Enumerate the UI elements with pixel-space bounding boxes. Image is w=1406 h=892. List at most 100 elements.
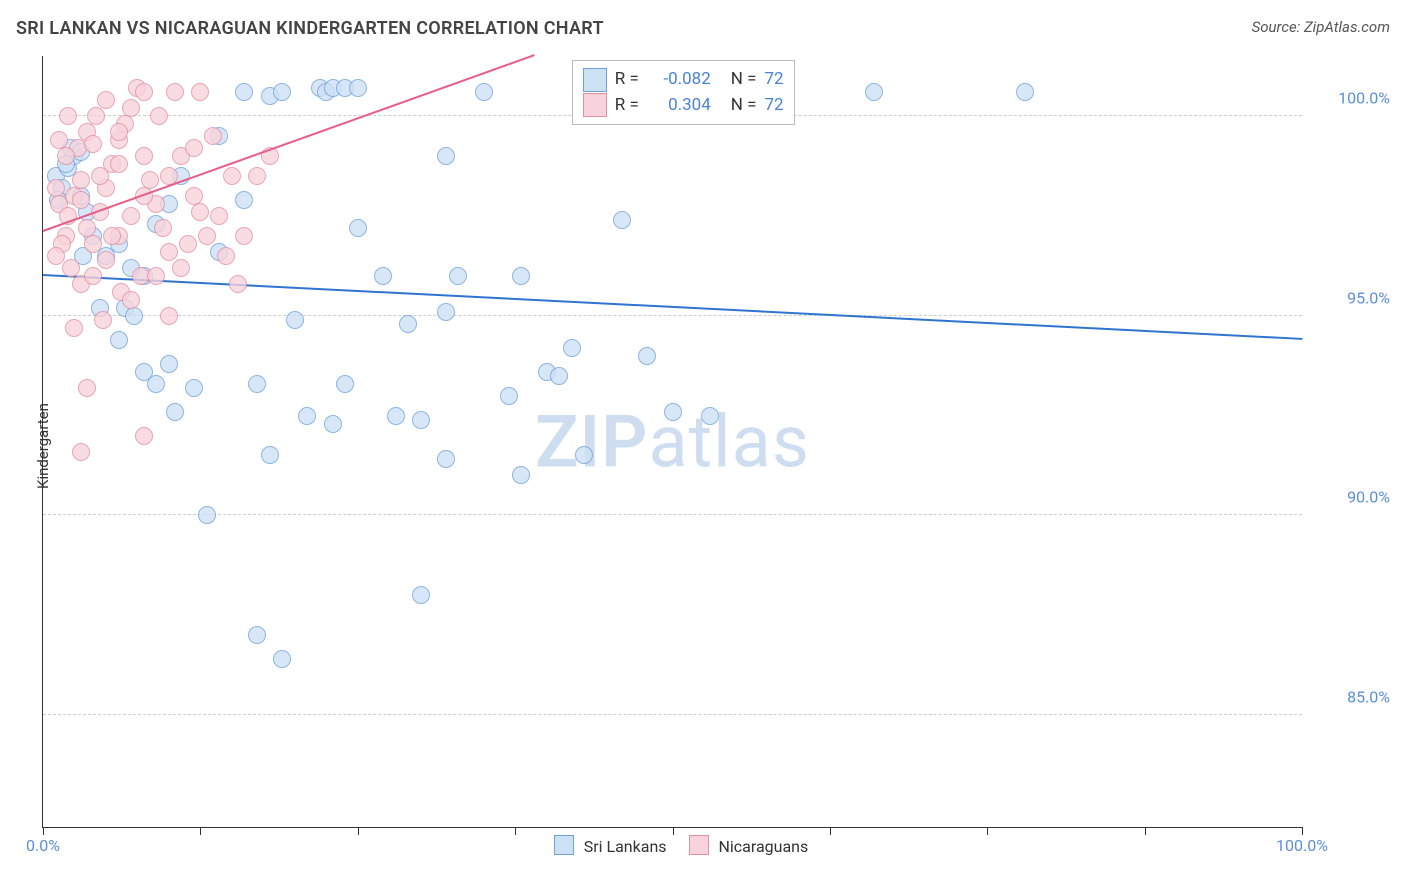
scatter-point	[223, 167, 241, 185]
x-tick	[830, 827, 831, 835]
stats-r-label: R =	[615, 93, 639, 119]
legend-label-sri-lankans: Sri Lankans	[584, 837, 667, 856]
scatter-point	[324, 415, 342, 433]
scatter-point	[248, 167, 266, 185]
scatter-point	[135, 147, 153, 165]
scatter-point	[72, 443, 90, 461]
scatter-point	[84, 135, 102, 153]
scatter-point	[235, 83, 253, 101]
scatter-point	[166, 83, 184, 101]
scatter-point	[97, 251, 115, 269]
scatter-point	[512, 267, 530, 285]
scatter-point	[248, 375, 266, 393]
stats-r-label: R =	[615, 67, 639, 93]
gridline	[43, 714, 1302, 715]
y-tick-label: 85.0%	[1347, 688, 1390, 707]
scatter-point	[97, 91, 115, 109]
x-tick	[515, 827, 516, 835]
scatter-point	[160, 243, 178, 261]
scatter-point	[298, 407, 316, 425]
scatter-point	[50, 131, 68, 149]
gridline	[43, 315, 1302, 316]
scatter-point	[349, 79, 367, 97]
scatter-point	[91, 167, 109, 185]
scatter-point	[84, 267, 102, 285]
scatter-point	[387, 407, 405, 425]
scatter-point	[248, 626, 266, 644]
scatter-point	[172, 259, 190, 277]
scatter-point	[160, 307, 178, 325]
scatter-point	[449, 267, 467, 285]
scatter-point	[110, 155, 128, 173]
scatter-point	[638, 347, 656, 365]
scatter-point	[286, 311, 304, 329]
scatter-point	[210, 207, 228, 225]
scatter-point	[94, 311, 112, 329]
chart-container: ZIPatlas 0.0%100.0%R =-0.082N =72R =0.30…	[42, 56, 1402, 852]
source-label: Source: ZipAtlas.com	[1252, 18, 1390, 36]
scatter-point	[185, 379, 203, 397]
scatter-point	[336, 375, 354, 393]
scatter-point	[78, 379, 96, 397]
scatter-point	[437, 450, 455, 468]
scatter-point	[135, 83, 153, 101]
scatter-point	[122, 207, 140, 225]
stats-row: R =-0.082N =72	[583, 67, 784, 93]
scatter-point	[575, 446, 593, 464]
scatter-point	[1016, 83, 1034, 101]
x-tick	[200, 827, 201, 835]
y-tick-label: 100.0%	[1338, 88, 1390, 107]
legend-swatch-nicaraguans	[689, 835, 709, 855]
scatter-point	[701, 407, 719, 425]
scatter-point	[191, 83, 209, 101]
scatter-point	[273, 83, 291, 101]
gridline	[43, 514, 1302, 515]
scatter-point	[437, 147, 455, 165]
scatter-point	[154, 219, 172, 237]
scatter-point	[412, 411, 430, 429]
scatter-point	[399, 315, 417, 333]
x-tick	[1145, 827, 1146, 835]
scatter-point	[412, 586, 430, 604]
scatter-point	[865, 83, 883, 101]
scatter-point	[273, 650, 291, 668]
scatter-point	[147, 267, 165, 285]
x-tick	[358, 827, 359, 835]
scatter-point	[110, 331, 128, 349]
scatter-point	[87, 107, 105, 125]
scatter-point	[550, 367, 568, 385]
x-tick	[1302, 827, 1303, 835]
y-tick-label: 95.0%	[1347, 288, 1390, 307]
scatter-point	[47, 179, 65, 197]
legend-bottom: Sri Lankans Nicaraguans	[42, 835, 1302, 856]
scatter-point	[72, 171, 90, 189]
x-tick	[673, 827, 674, 835]
scatter-point	[110, 123, 128, 141]
scatter-point	[59, 107, 77, 125]
stats-swatch	[583, 93, 607, 117]
scatter-point	[125, 307, 143, 325]
scatter-point	[235, 227, 253, 245]
plot-area: ZIPatlas 0.0%100.0%R =-0.082N =72R =0.30…	[42, 56, 1302, 828]
scatter-point	[198, 227, 216, 245]
stats-r-value: 0.304	[647, 93, 711, 119]
scatter-point	[179, 235, 197, 253]
scatter-point	[72, 191, 90, 209]
stats-n-label: N =	[731, 93, 757, 119]
chart-title: SRI LANKAN VS NICARAGUAN KINDERGARTEN CO…	[16, 18, 604, 39]
x-tick	[987, 827, 988, 835]
scatter-point	[563, 339, 581, 357]
stats-n-value: 72	[764, 93, 783, 119]
scatter-point	[57, 147, 75, 165]
scatter-point	[229, 275, 247, 293]
scatter-point	[613, 211, 631, 229]
scatter-point	[185, 139, 203, 157]
scatter-point	[349, 219, 367, 237]
legend-label-nicaraguans: Nicaraguans	[718, 837, 808, 856]
scatter-point	[500, 387, 518, 405]
scatter-point	[47, 247, 65, 265]
scatter-point	[65, 319, 83, 337]
scatter-point	[160, 355, 178, 373]
scatter-point	[512, 466, 530, 484]
scatter-point	[235, 191, 253, 209]
